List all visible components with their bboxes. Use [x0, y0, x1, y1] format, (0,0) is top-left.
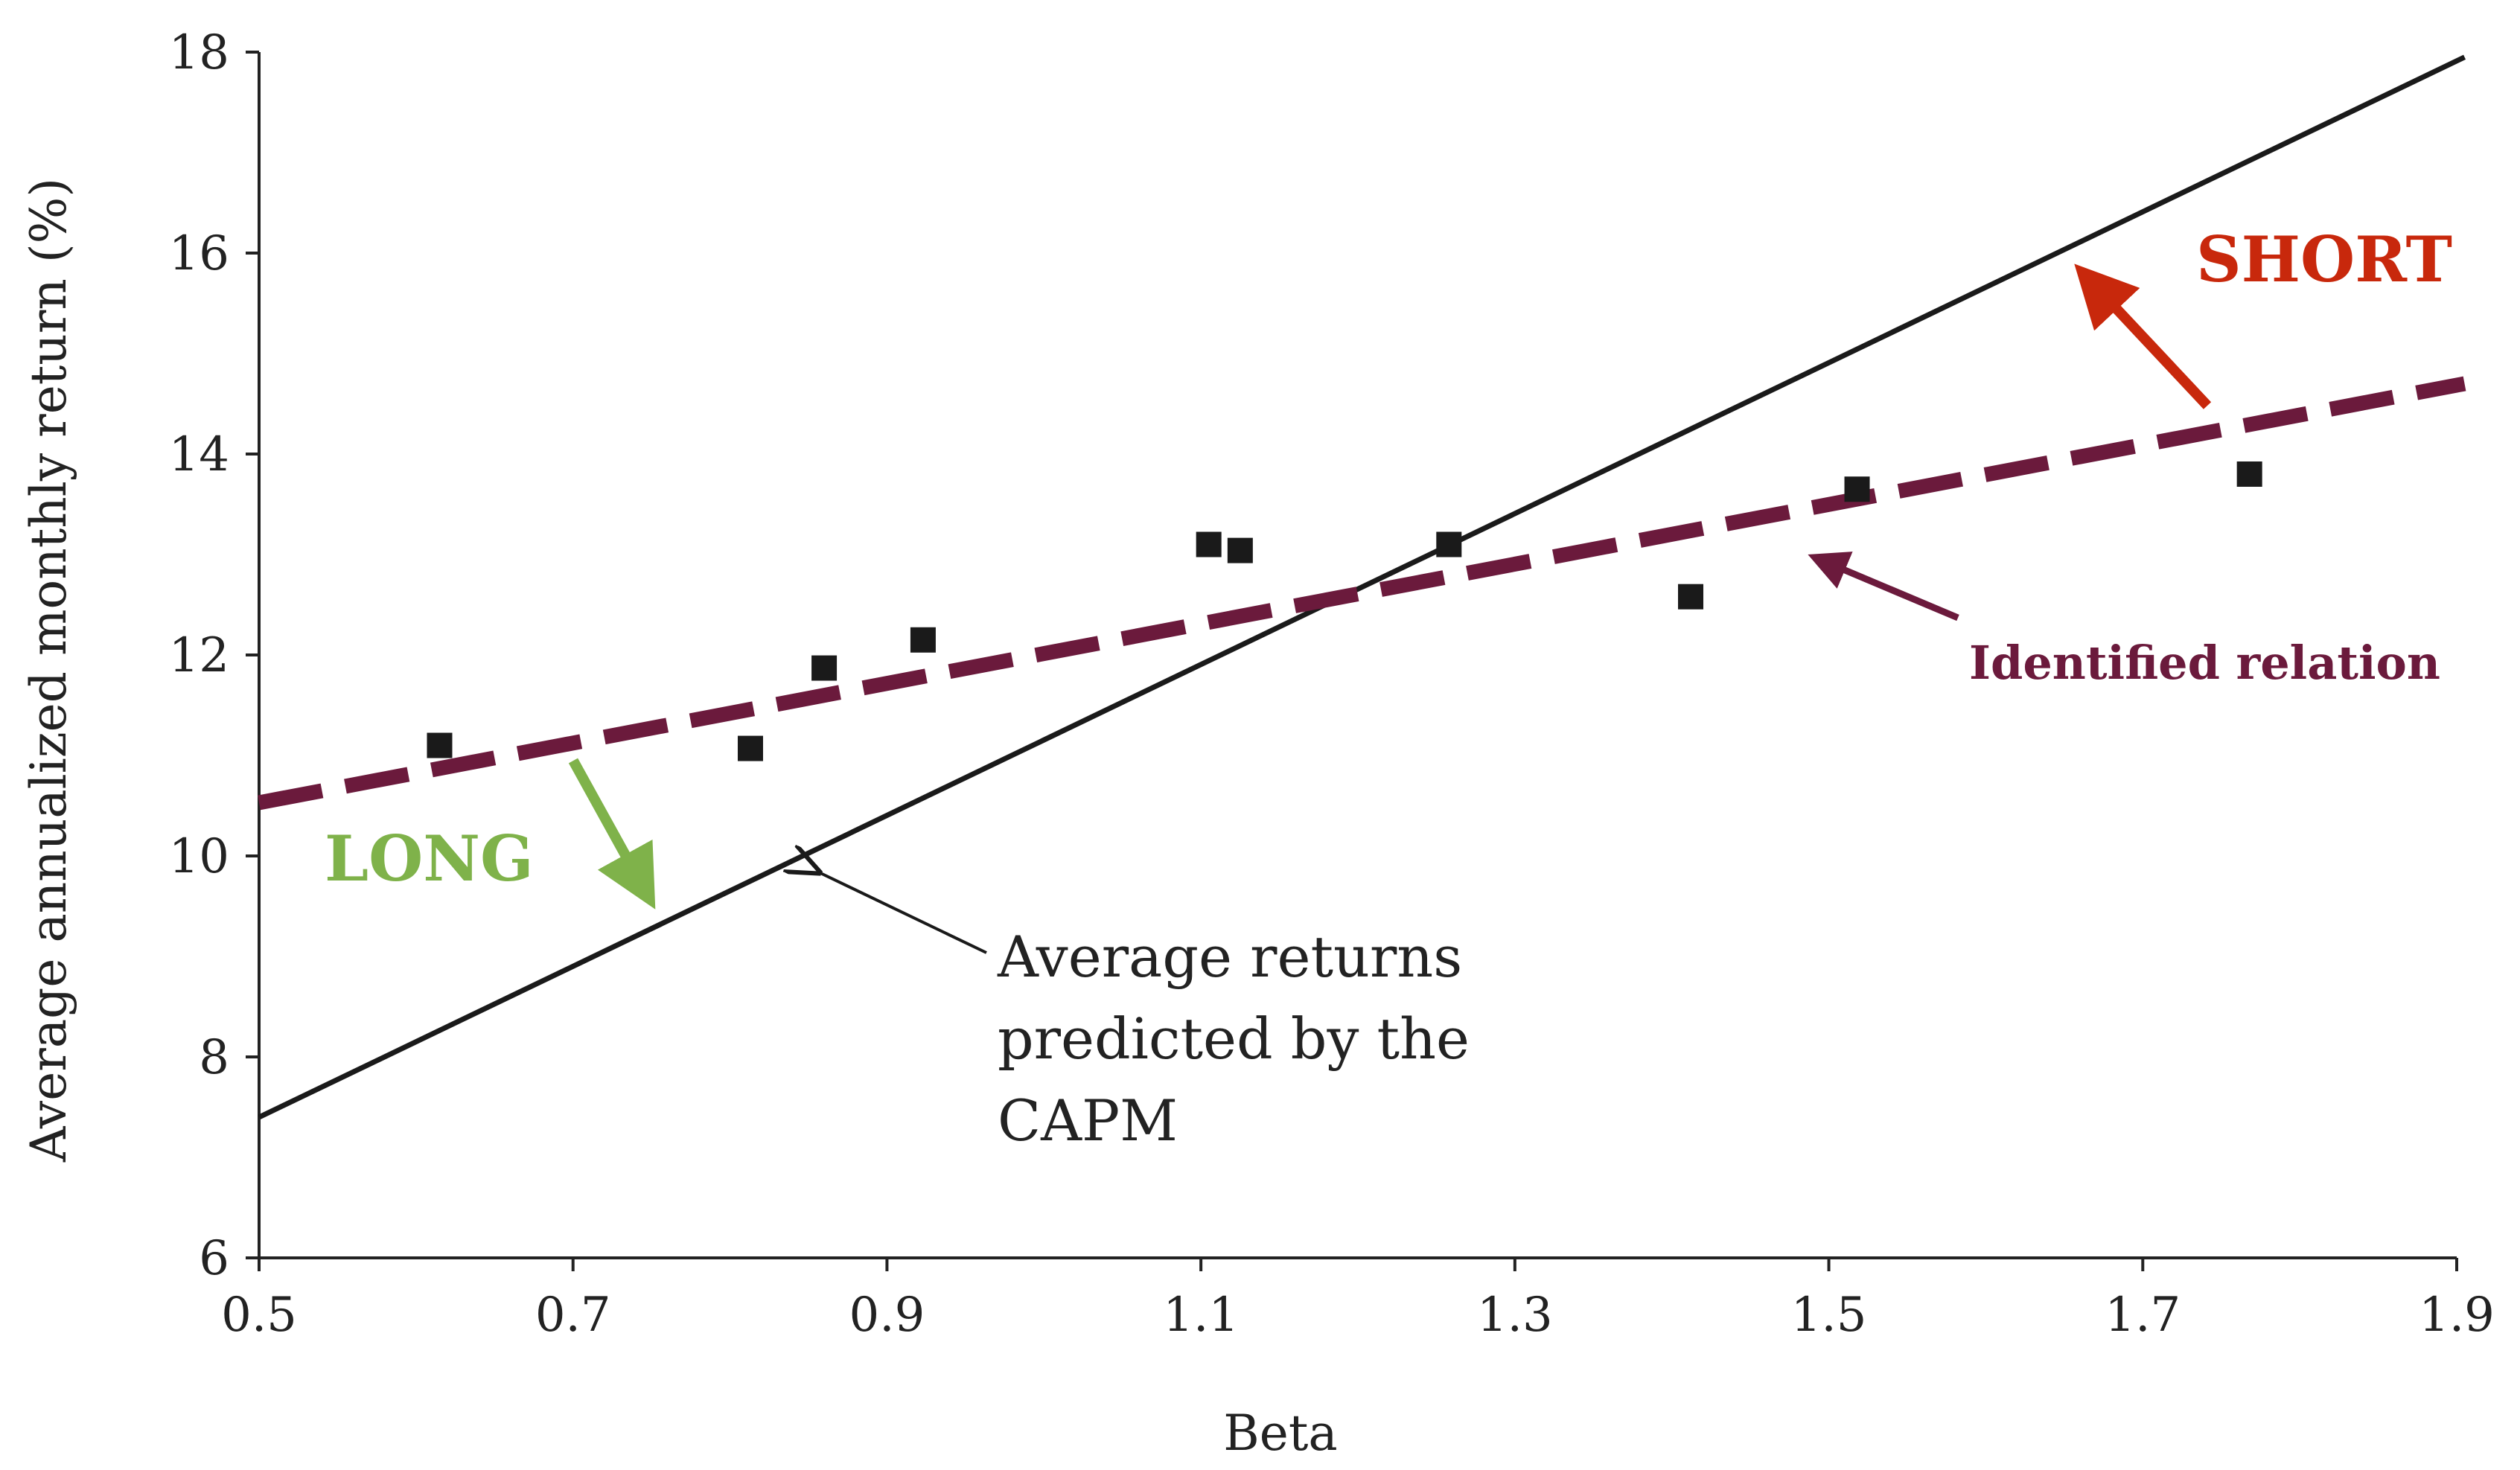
- series-lines: [258, 54, 2466, 1120]
- x-tick-label: 1.9: [2419, 1288, 2495, 1343]
- capm-line: [258, 54, 2466, 1120]
- data-point: [427, 732, 453, 758]
- data-point: [1436, 531, 1462, 557]
- x-tick-label: 0.5: [221, 1288, 297, 1343]
- capm-label-line-2: predicted by the: [998, 1006, 1470, 1072]
- y-tick-label: 12: [169, 628, 229, 683]
- capm-label-line-3: CAPM: [998, 1087, 1178, 1154]
- capm-arrow: [819, 872, 987, 954]
- x-tick-label: 0.9: [849, 1288, 925, 1343]
- y-tick-label: 16: [169, 226, 229, 281]
- y-tick-label: 10: [169, 829, 229, 884]
- y-tick-label: 6: [199, 1231, 229, 1286]
- x-axis-title: Beta: [1223, 1405, 1337, 1462]
- data-point: [811, 655, 838, 681]
- x-tick-label: 1.5: [1791, 1288, 1867, 1343]
- y-tick-label: 8: [199, 1030, 229, 1085]
- short-label: SHORT: [2196, 223, 2452, 296]
- data-point: [1678, 584, 1704, 610]
- data-points: [427, 461, 2262, 761]
- x-tick-label: 1.1: [1163, 1288, 1239, 1343]
- long-arrow: [568, 758, 656, 910]
- x-tick-label: 1.3: [1477, 1288, 1553, 1343]
- x-tick-label: 1.7: [2105, 1288, 2181, 1343]
- ticks: 0.5 0.7 0.9 1.1 1.3 1.5 1.7 1.9 6 8 10 12 14 16 18: [169, 25, 2495, 1343]
- long-label: LONG: [325, 822, 534, 895]
- data-point: [1196, 531, 1222, 557]
- y-axis-title: Average annualized monthly return (%): [20, 178, 77, 1163]
- identified-relation-label: Identified relation: [1969, 636, 2440, 690]
- data-point: [737, 735, 763, 761]
- data-point: [2236, 461, 2262, 487]
- short-arrow: [2074, 263, 2212, 409]
- identified-line: [258, 376, 2466, 811]
- data-point: [1227, 537, 1253, 563]
- capm-label-line-1: Average returns: [997, 924, 1462, 990]
- y-tick-label: 14: [169, 427, 229, 482]
- y-tick-label: 18: [169, 25, 229, 80]
- x-tick-label: 0.7: [535, 1288, 611, 1343]
- identified-arrow: [1808, 552, 1959, 621]
- data-point: [1844, 476, 1870, 502]
- data-point: [910, 627, 936, 653]
